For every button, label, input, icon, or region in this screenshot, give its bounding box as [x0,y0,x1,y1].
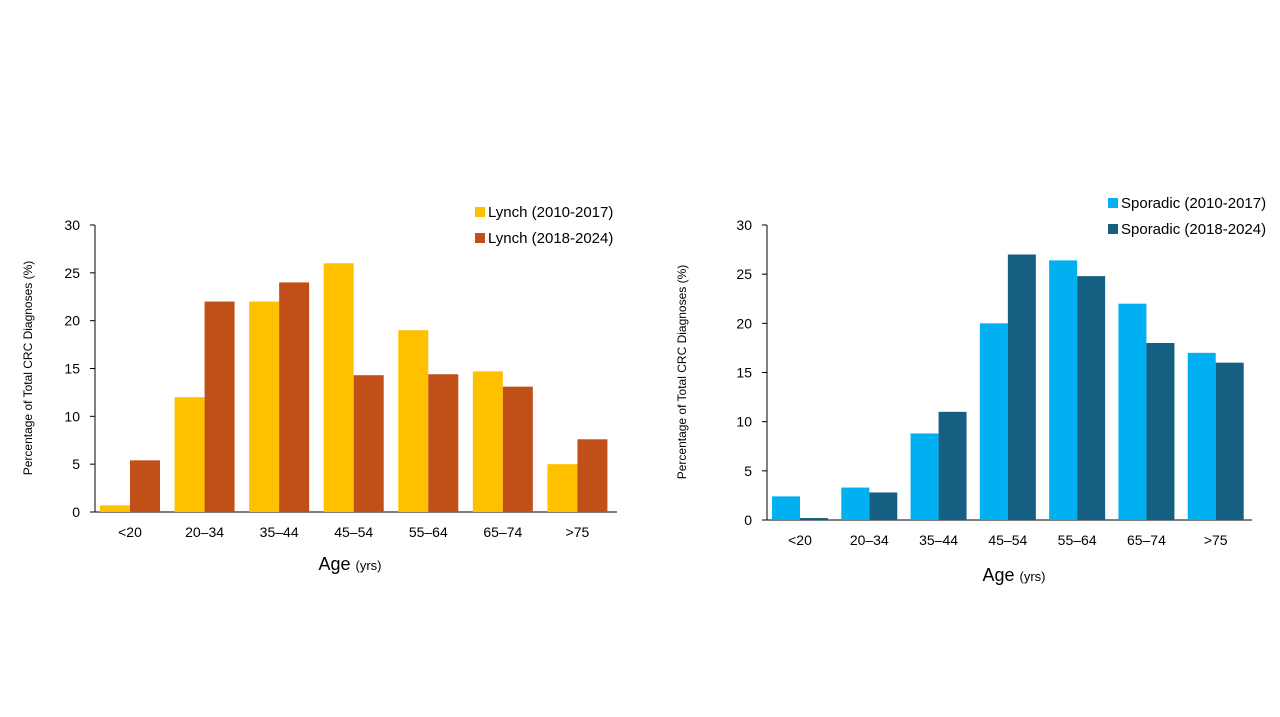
y-tick-label: 20 [64,313,80,329]
y-tick-label: 20 [736,315,752,331]
y-tick-label: 10 [736,414,752,430]
bar-lynch-series-1 [100,505,130,512]
y-tick-label: 30 [64,217,80,233]
x-tick-label: >75 [566,524,590,540]
x-tick-label: 35–44 [260,524,299,540]
x-axis-title: Age (yrs) [318,554,381,574]
y-tick-label: 0 [72,504,80,520]
x-tick-label: >75 [1204,532,1228,548]
bar-lynch-series-2 [279,282,310,512]
y-tick-label: 15 [736,365,752,381]
bar-sporadic-series-1 [1187,352,1216,520]
bar-lynch-series-2 [502,386,533,512]
legend-swatch [475,233,485,243]
bar-lynch-series-1 [323,263,354,512]
legend-label: Lynch (2018-2024) [488,230,613,247]
bar-lynch-series-2 [204,301,235,512]
bar-sporadic-series-1 [772,496,800,520]
bar-lynch-series-1 [547,464,578,512]
bar-lynch-series-1 [249,301,280,512]
x-axis-title-text: Age [982,565,1019,585]
bar-lynch-series-2 [577,439,608,512]
legend-swatch [1108,224,1118,234]
bar-sporadic-series-1 [1049,260,1078,520]
y-axis-title: Percentage of Total CRC Diagnoses (%) [21,261,35,476]
legend-swatch [1108,198,1118,208]
x-axis-title-unit: (yrs) [1020,569,1046,584]
y-tick-label: 5 [744,463,752,479]
x-tick-label: 55–64 [1058,532,1097,548]
x-tick-label: <20 [788,532,812,548]
x-tick-label: 45–54 [988,532,1027,548]
bar-sporadic-series-1 [841,487,870,520]
bar-lynch-series-1 [472,371,503,512]
bar-sporadic-series-2 [1007,254,1036,520]
bar-sporadic-series-2 [1146,343,1175,520]
y-axis-title: Percentage of Total CRC Diagnoses (%) [675,265,689,480]
x-tick-label: 65–74 [1127,532,1166,548]
y-tick-label: 10 [64,408,80,424]
bar-sporadic-series-2 [869,492,898,520]
x-tick-label: <20 [118,524,142,540]
x-axis-title: Age (yrs) [982,565,1045,585]
x-tick-label: 65–74 [483,524,522,540]
y-tick-label: 5 [72,456,80,472]
x-tick-label: 35–44 [919,532,958,548]
bar-sporadic-series-2 [938,411,967,520]
legend-label: Lynch (2010-2017) [488,204,613,221]
y-tick-label: 0 [744,512,752,528]
bar-sporadic-series-2 [800,518,828,520]
bar-lynch-series-1 [174,397,205,512]
y-tick-label: 15 [64,361,80,377]
bar-sporadic-series-1 [1118,303,1147,520]
bar-lynch-series-2 [353,375,384,512]
bar-lynch-series-2 [428,374,459,512]
x-tick-label: 45–54 [334,524,373,540]
legend-label: Sporadic (2010-2017) [1121,195,1266,212]
bar-lynch-series-1 [398,330,429,512]
y-tick-label: 25 [64,265,80,281]
legend-swatch [475,207,485,217]
bar-sporadic-series-2 [1077,276,1106,520]
y-tick-label: 30 [736,217,752,233]
x-axis-title-text: Age [318,554,355,574]
bar-lynch-series-2 [130,460,160,512]
bar-sporadic-series-1 [979,323,1008,520]
bar-sporadic-series-1 [910,433,939,520]
bar-sporadic-series-2 [1215,362,1244,520]
x-tick-label: 55–64 [409,524,448,540]
y-tick-label: 25 [736,266,752,282]
legend-label: Sporadic (2018-2024) [1121,221,1266,238]
x-axis-title-unit: (yrs) [356,558,382,573]
x-tick-label: 20–34 [850,532,889,548]
x-tick-label: 20–34 [185,524,224,540]
